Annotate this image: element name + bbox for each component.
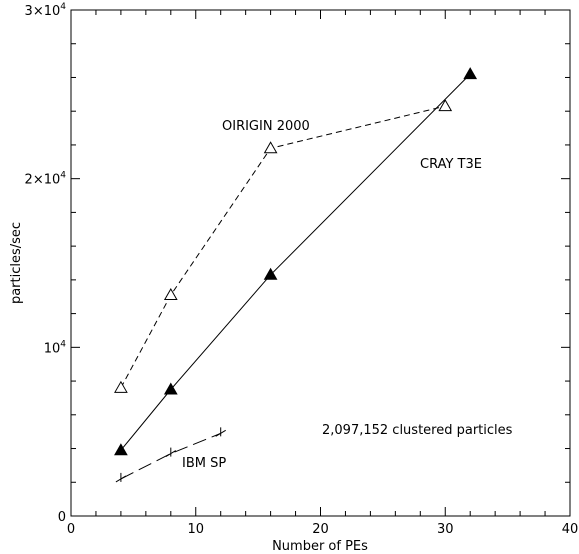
- annotation-ibm-sp: IBM SP: [182, 456, 226, 471]
- y-tick-label: 0: [58, 510, 66, 525]
- x-tick-label: 20: [312, 522, 329, 537]
- data-point: [114, 380, 128, 393]
- x-axis-label: Number of PEs: [272, 539, 368, 554]
- data-point: [215, 427, 226, 437]
- y-axis-label: particles/sec: [9, 222, 24, 304]
- axis-ticks: [70, 9, 571, 517]
- series-lines: [120, 73, 471, 480]
- y-tick-label: 3×104: [25, 2, 67, 19]
- x-tick-label: 10: [187, 522, 204, 537]
- plot-frame: [70, 9, 571, 517]
- annotation-dataset: 2,097,152 clustered particles: [322, 423, 513, 438]
- series-line-0: [120, 105, 446, 389]
- data-point: [165, 447, 177, 458]
- data-point: [263, 267, 278, 280]
- x-tick-label: 40: [562, 522, 579, 537]
- annotation-cray-t3e: CRAY T3E: [420, 157, 482, 172]
- x-tick-label: 0: [67, 522, 75, 537]
- y-tick-label: 2×104: [25, 171, 67, 188]
- y-tick-label: 104: [44, 339, 67, 356]
- tick-labels: 0 10 20 30 40 0 104 2×104 3×104: [25, 2, 579, 537]
- series-line-2: [120, 432, 221, 480]
- data-point: [163, 288, 178, 301]
- series-markers: [114, 67, 478, 483]
- data-point: [163, 382, 178, 395]
- x-tick-label: 30: [437, 522, 454, 537]
- series-line-1: [120, 73, 471, 451]
- data-point: [438, 99, 453, 112]
- data-point: [463, 67, 478, 80]
- data-point: [114, 443, 128, 456]
- annotation-origin-2000: OIRIGIN 2000: [222, 119, 310, 134]
- data-point: [263, 141, 278, 154]
- data-point: [115, 472, 127, 483]
